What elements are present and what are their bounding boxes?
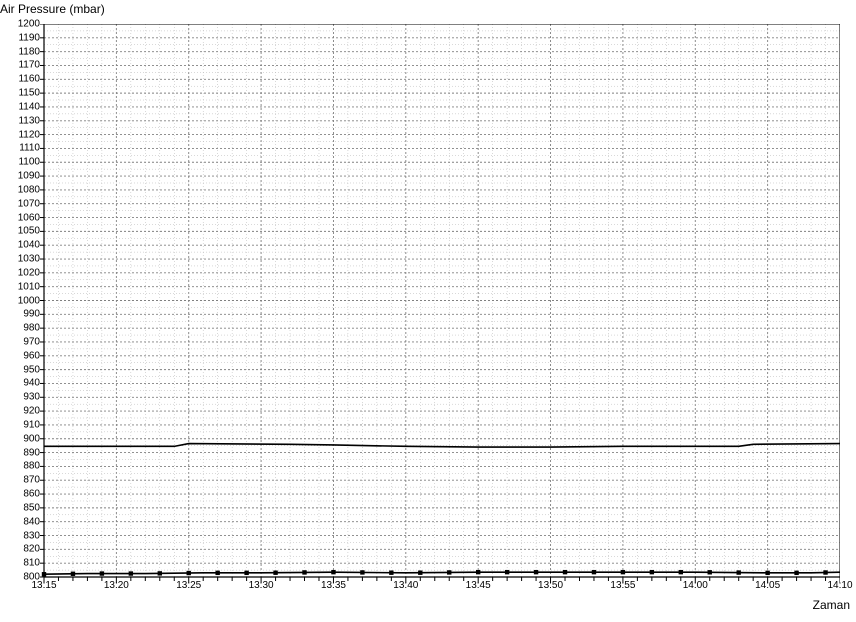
y-tick-label: 1090 (4, 171, 44, 182)
y-tick-label: 830 (4, 530, 44, 541)
x-tick-label: 13:35 (321, 577, 346, 591)
y-tick-label: 840 (4, 516, 44, 527)
x-tick-label: 14:00 (683, 577, 708, 591)
y-tick-label: 1140 (4, 101, 44, 112)
x-axis-title: Zaman (813, 598, 850, 612)
pressure_line_2 (44, 572, 840, 574)
y-tick-label: 880 (4, 461, 44, 472)
x-tick-label: 13:55 (610, 577, 635, 591)
y-tick-label: 810 (4, 558, 44, 569)
y-tick-label: 1190 (4, 32, 44, 43)
y-tick-label: 870 (4, 475, 44, 486)
x-tick-label: 14:05 (755, 577, 780, 591)
y-tick-label: 910 (4, 419, 44, 430)
x-tick-label: 13:40 (393, 577, 418, 591)
pressure_line_1 (44, 444, 840, 447)
y-tick-label: 1160 (4, 74, 44, 85)
y-tick-label: 1080 (4, 184, 44, 195)
y-tick-label: 1120 (4, 129, 44, 140)
y-tick-label: 900 (4, 433, 44, 444)
y-tick-label: 1040 (4, 240, 44, 251)
x-tick-label: 13:50 (538, 577, 563, 591)
x-tick-label: 13:25 (176, 577, 201, 591)
y-tick-label: 1180 (4, 46, 44, 57)
y-tick-label: 930 (4, 392, 44, 403)
plot-area: 8008108208308408508608708808909009109209… (44, 24, 840, 577)
y-tick-label: 960 (4, 350, 44, 361)
x-tick-label: 13:30 (249, 577, 274, 591)
y-tick-label: 1110 (4, 143, 44, 154)
chart-svg (39, 24, 840, 584)
x-tick-label: 13:45 (466, 577, 491, 591)
x-tick-label: 14:10 (827, 577, 852, 591)
y-tick-label: 1100 (4, 157, 44, 168)
y-axis-title: Air Pressure (mbar) (0, 2, 105, 16)
y-tick-label: 990 (4, 309, 44, 320)
y-tick-label: 1010 (4, 281, 44, 292)
y-tick-label: 920 (4, 406, 44, 417)
y-tick-label: 860 (4, 489, 44, 500)
y-tick-label: 980 (4, 323, 44, 334)
y-tick-label: 970 (4, 336, 44, 347)
y-tick-label: 1020 (4, 267, 44, 278)
y-tick-label: 950 (4, 364, 44, 375)
pressure-chart: Air Pressure (mbar) Zaman 80081082083084… (0, 0, 856, 622)
y-tick-label: 850 (4, 502, 44, 513)
y-tick-label: 1170 (4, 60, 44, 71)
y-tick-label: 1000 (4, 295, 44, 306)
y-tick-label: 1060 (4, 212, 44, 223)
x-tick-label: 13:15 (31, 577, 56, 591)
y-tick-label: 1050 (4, 226, 44, 237)
y-tick-label: 890 (4, 447, 44, 458)
y-tick-label: 1130 (4, 115, 44, 126)
y-tick-label: 940 (4, 378, 44, 389)
x-tick-label: 13:20 (104, 577, 129, 591)
y-tick-label: 1070 (4, 198, 44, 209)
y-tick-label: 1200 (4, 19, 44, 30)
y-tick-label: 1030 (4, 254, 44, 265)
y-tick-label: 820 (4, 544, 44, 555)
y-tick-label: 1150 (4, 88, 44, 99)
